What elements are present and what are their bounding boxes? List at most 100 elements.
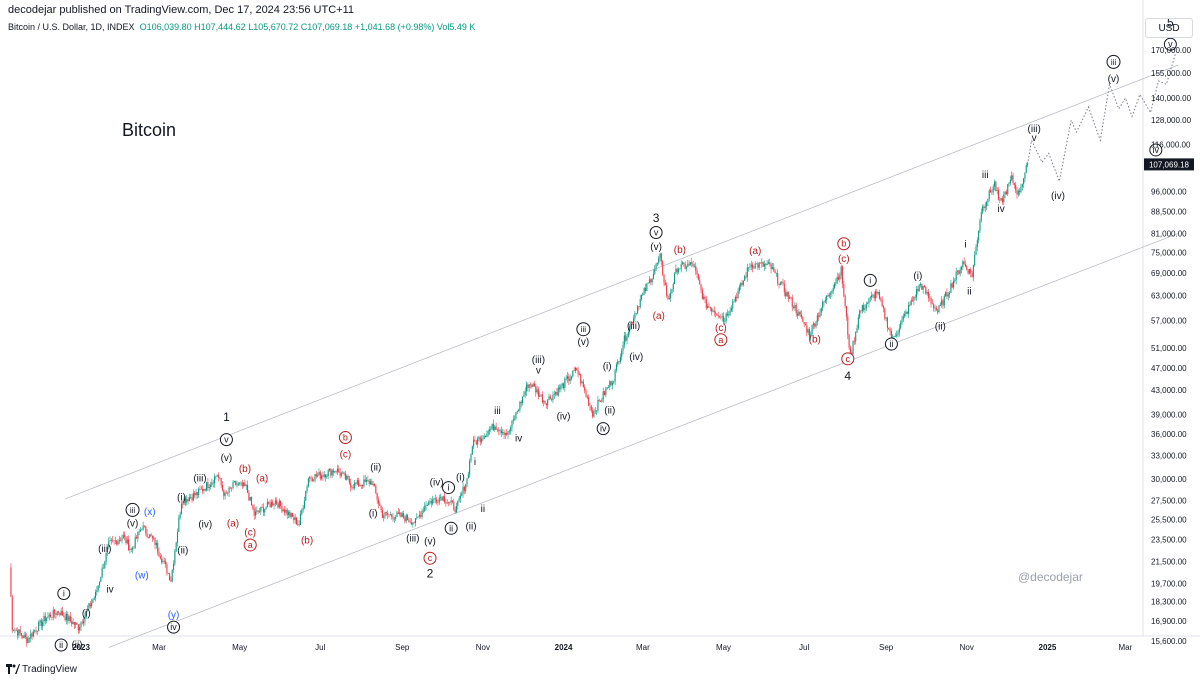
candle-body	[930, 297, 932, 304]
candle	[748, 267, 750, 272]
candle	[253, 504, 255, 520]
candle	[314, 473, 316, 483]
candle	[531, 383, 533, 389]
candle-body	[385, 512, 387, 513]
candle	[266, 498, 268, 508]
candle	[176, 528, 179, 547]
wave-label: (ii)	[604, 405, 615, 416]
candle	[466, 478, 468, 487]
candle	[537, 386, 539, 400]
candle-body	[36, 631, 38, 632]
candle	[504, 432, 506, 439]
candle-body	[387, 512, 389, 515]
candle	[615, 362, 617, 373]
candle	[437, 499, 439, 506]
candle-body	[18, 629, 20, 636]
candle-body	[585, 390, 587, 397]
candle	[963, 257, 965, 265]
candle-body	[893, 336, 895, 338]
currency-button[interactable]: USD	[1145, 18, 1193, 38]
wave-circle	[884, 337, 898, 351]
candle	[313, 478, 315, 482]
candle-body	[884, 308, 886, 319]
candle-body	[623, 335, 625, 345]
candle	[167, 573, 169, 575]
candle	[297, 520, 299, 526]
candle-body	[48, 614, 50, 617]
price-axis[interactable]: 170,000.00155,000.00140,000.00128,000.00…	[1151, 46, 1192, 646]
candle-body	[997, 190, 1000, 200]
candle	[856, 324, 858, 333]
candle	[42, 619, 44, 631]
candle-body	[787, 292, 789, 299]
candle	[463, 485, 465, 495]
candle	[979, 218, 981, 233]
candle	[245, 484, 247, 490]
price-tick-label: 75,000.00	[1151, 248, 1187, 257]
candle	[836, 272, 838, 285]
candle	[356, 477, 358, 486]
candle	[1011, 171, 1013, 182]
candle-body	[13, 630, 15, 632]
candle	[974, 250, 976, 267]
candle	[843, 280, 845, 298]
candle-body	[20, 633, 23, 636]
candle-body	[301, 510, 303, 515]
wave-text: (c)	[244, 527, 256, 538]
candle	[462, 482, 464, 498]
candle-body	[938, 305, 940, 313]
wave-text: (c)	[838, 254, 850, 265]
candle-body	[397, 512, 399, 514]
candle-body	[835, 282, 837, 284]
candle-body	[778, 283, 780, 285]
wave-label: (c)	[244, 527, 256, 538]
candle	[63, 612, 65, 618]
candle-body	[574, 367, 576, 371]
candle-body	[582, 381, 584, 388]
candle-body	[38, 622, 40, 632]
candle-body	[793, 306, 795, 309]
candle-body	[769, 262, 771, 265]
candle-body	[876, 291, 878, 294]
candle	[972, 264, 974, 282]
candle	[561, 382, 563, 389]
candle	[693, 263, 695, 268]
candle	[211, 478, 213, 488]
wave-text: (iv)	[430, 478, 444, 489]
candle-body	[403, 513, 405, 518]
candle	[249, 496, 251, 502]
candle-body	[721, 316, 723, 318]
candle	[572, 370, 574, 378]
candle-body	[347, 476, 349, 479]
candle	[610, 380, 612, 386]
candle	[958, 269, 960, 276]
candle	[227, 491, 229, 496]
candle	[745, 272, 747, 280]
candle-body	[570, 376, 573, 379]
close-value: C107,069.18	[300, 22, 353, 32]
candle	[430, 498, 432, 508]
candle	[491, 423, 493, 431]
candle-body	[22, 635, 24, 638]
wave-text: (b)	[301, 536, 313, 547]
time-axis[interactable]: 2023 Mar May Jul Sep Nov 2024 Mar May Jul Sep Nov 20…	[72, 643, 1133, 652]
candle-body	[256, 510, 258, 512]
candle	[941, 296, 943, 308]
candle-body	[972, 265, 974, 278]
candle-body	[506, 433, 508, 435]
candle	[596, 410, 598, 416]
candle-body	[309, 477, 311, 479]
candle	[331, 469, 333, 478]
candle-body	[178, 517, 180, 533]
candle-body	[507, 431, 509, 435]
wave-text: (i)	[913, 271, 922, 282]
candle-body	[31, 633, 33, 637]
candle-body	[42, 621, 44, 627]
candle-body	[535, 386, 537, 393]
candle-body	[183, 498, 185, 505]
wave-text: (iii)	[1028, 124, 1041, 135]
candle-body	[216, 475, 218, 477]
candle-body	[518, 409, 520, 412]
wave-labels: (i)iii (ii)iv(iii)iii(v)(x)(w)(y)iv(i)(ii…	[54, 15, 1177, 652]
